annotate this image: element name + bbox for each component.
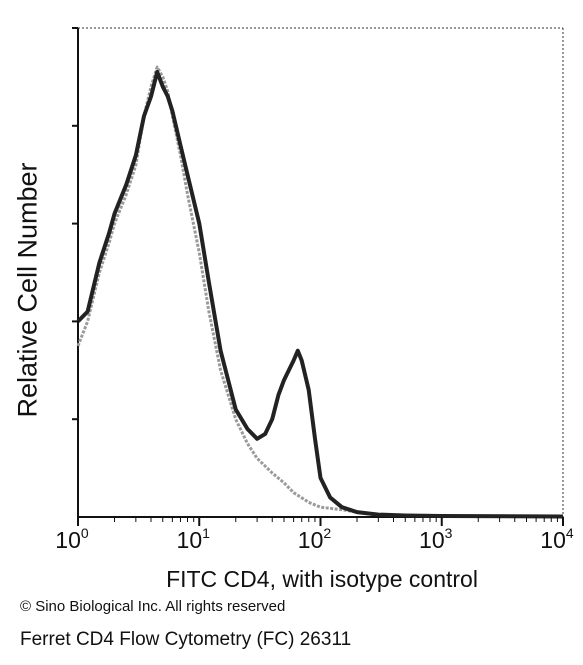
x-tick-label: 101: [177, 525, 211, 553]
cd4-histogram-line: [76, 70, 564, 519]
x-tick-label: 103: [419, 525, 453, 553]
x-tick-label: 100: [55, 525, 89, 553]
figure-caption: Ferret CD4 Flow Cytometry (FC) 26311: [20, 629, 352, 650]
x-tick-label: 104: [540, 525, 574, 553]
isotype-control-histogram-line: [76, 65, 564, 518]
histogram-chart: 100 101 102 103 104: [55, 27, 574, 553]
x-axis-label: FITC CD4, with isotype control: [166, 566, 478, 592]
copyright-notice: © Sino Biological Inc. All rights reserv…: [20, 598, 286, 615]
x-tick-label: 102: [298, 525, 332, 553]
y-axis-label: Relative Cell Number: [12, 162, 43, 418]
